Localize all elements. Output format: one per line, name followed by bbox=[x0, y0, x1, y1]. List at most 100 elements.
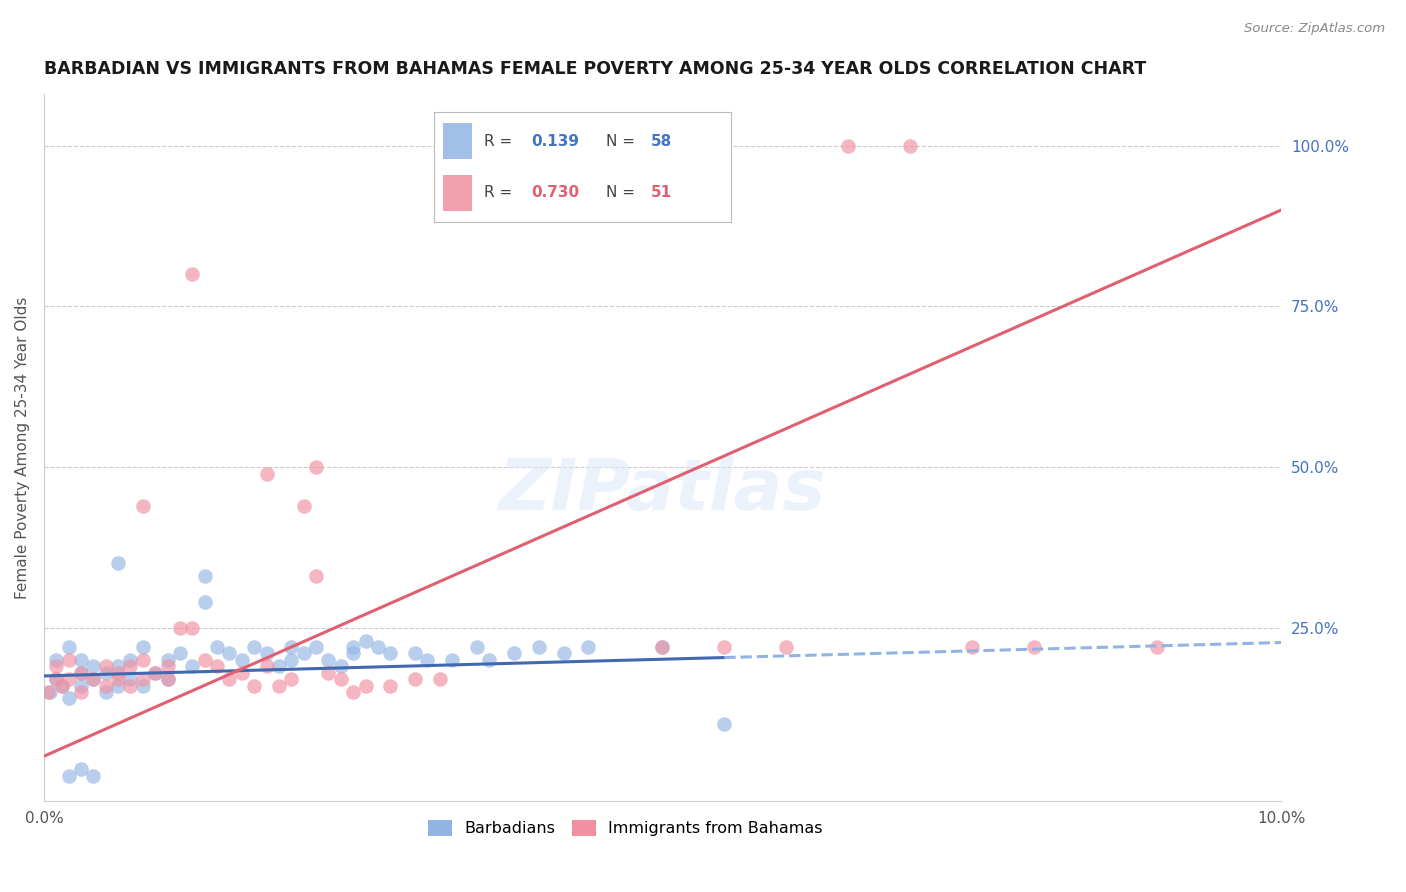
Point bbox=[292, 647, 315, 661]
Point bbox=[465, 640, 488, 654]
Point bbox=[156, 672, 179, 686]
Y-axis label: Female Poverty Among 25-34 Year Olds: Female Poverty Among 25-34 Year Olds bbox=[15, 297, 30, 599]
Point bbox=[58, 691, 80, 706]
Point bbox=[70, 685, 93, 699]
Point bbox=[143, 665, 166, 680]
Point bbox=[143, 665, 166, 680]
Point bbox=[527, 640, 550, 654]
Point bbox=[256, 647, 278, 661]
Point bbox=[107, 659, 129, 673]
Point bbox=[169, 647, 191, 661]
Point bbox=[441, 653, 464, 667]
Point bbox=[329, 672, 352, 686]
Point bbox=[342, 685, 364, 699]
Point bbox=[713, 640, 735, 654]
Point bbox=[39, 685, 62, 699]
Point bbox=[305, 460, 328, 475]
Point bbox=[107, 557, 129, 571]
Point bbox=[82, 672, 104, 686]
Point bbox=[58, 640, 80, 654]
Point bbox=[404, 647, 426, 661]
Point bbox=[58, 672, 80, 686]
Point bbox=[181, 268, 204, 282]
Text: Source: ZipAtlas.com: Source: ZipAtlas.com bbox=[1244, 22, 1385, 36]
Point bbox=[218, 647, 240, 661]
Point bbox=[107, 665, 129, 680]
Point bbox=[329, 659, 352, 673]
Point bbox=[318, 653, 340, 667]
Point bbox=[37, 685, 59, 699]
Point bbox=[231, 653, 253, 667]
Point bbox=[205, 659, 228, 673]
Point bbox=[713, 717, 735, 731]
Point bbox=[82, 672, 104, 686]
Point bbox=[120, 672, 142, 686]
Point bbox=[205, 640, 228, 654]
Point bbox=[775, 640, 797, 654]
Point bbox=[132, 499, 155, 513]
Point bbox=[256, 659, 278, 673]
Point bbox=[120, 679, 142, 693]
Point bbox=[94, 665, 117, 680]
Point bbox=[342, 640, 364, 654]
Point bbox=[576, 640, 599, 654]
Point bbox=[898, 138, 921, 153]
Point bbox=[45, 672, 67, 686]
Point bbox=[342, 647, 364, 661]
Point bbox=[70, 762, 93, 776]
Point bbox=[280, 653, 302, 667]
Legend: Barbadians, Immigrants from Bahamas: Barbadians, Immigrants from Bahamas bbox=[422, 814, 830, 843]
Point bbox=[132, 679, 155, 693]
Point bbox=[367, 640, 389, 654]
Point bbox=[82, 659, 104, 673]
Point bbox=[231, 665, 253, 680]
Point bbox=[94, 679, 117, 693]
Point bbox=[651, 640, 673, 654]
Point bbox=[380, 647, 402, 661]
Point bbox=[837, 138, 859, 153]
Point bbox=[305, 640, 328, 654]
Point bbox=[156, 653, 179, 667]
Point bbox=[218, 672, 240, 686]
Point bbox=[404, 672, 426, 686]
Point bbox=[132, 653, 155, 667]
Point bbox=[194, 595, 217, 609]
Point bbox=[354, 679, 377, 693]
Point bbox=[354, 633, 377, 648]
Point bbox=[70, 653, 93, 667]
Point bbox=[181, 659, 204, 673]
Point bbox=[51, 679, 73, 693]
Point bbox=[478, 653, 501, 667]
Point bbox=[94, 659, 117, 673]
Point bbox=[318, 665, 340, 680]
Point bbox=[51, 679, 73, 693]
Point bbox=[45, 653, 67, 667]
Point bbox=[82, 768, 104, 782]
Point bbox=[132, 640, 155, 654]
Point bbox=[243, 679, 266, 693]
Point bbox=[45, 672, 67, 686]
Point bbox=[58, 768, 80, 782]
Point bbox=[70, 665, 93, 680]
Text: BARBADIAN VS IMMIGRANTS FROM BAHAMAS FEMALE POVERTY AMONG 25-34 YEAR OLDS CORREL: BARBADIAN VS IMMIGRANTS FROM BAHAMAS FEM… bbox=[44, 60, 1146, 78]
Point bbox=[156, 672, 179, 686]
Point bbox=[267, 659, 290, 673]
Point bbox=[70, 665, 93, 680]
Point bbox=[429, 672, 451, 686]
Point bbox=[194, 653, 217, 667]
Point bbox=[120, 659, 142, 673]
Point bbox=[107, 672, 129, 686]
Point bbox=[194, 569, 217, 583]
Text: ZIPatlas: ZIPatlas bbox=[499, 456, 827, 524]
Point bbox=[280, 640, 302, 654]
Point bbox=[553, 647, 575, 661]
Point bbox=[107, 679, 129, 693]
Point bbox=[503, 647, 526, 661]
Point bbox=[960, 640, 983, 654]
Point bbox=[280, 672, 302, 686]
Point bbox=[94, 685, 117, 699]
Point bbox=[267, 679, 290, 693]
Point bbox=[416, 653, 439, 667]
Point bbox=[305, 569, 328, 583]
Point bbox=[45, 659, 67, 673]
